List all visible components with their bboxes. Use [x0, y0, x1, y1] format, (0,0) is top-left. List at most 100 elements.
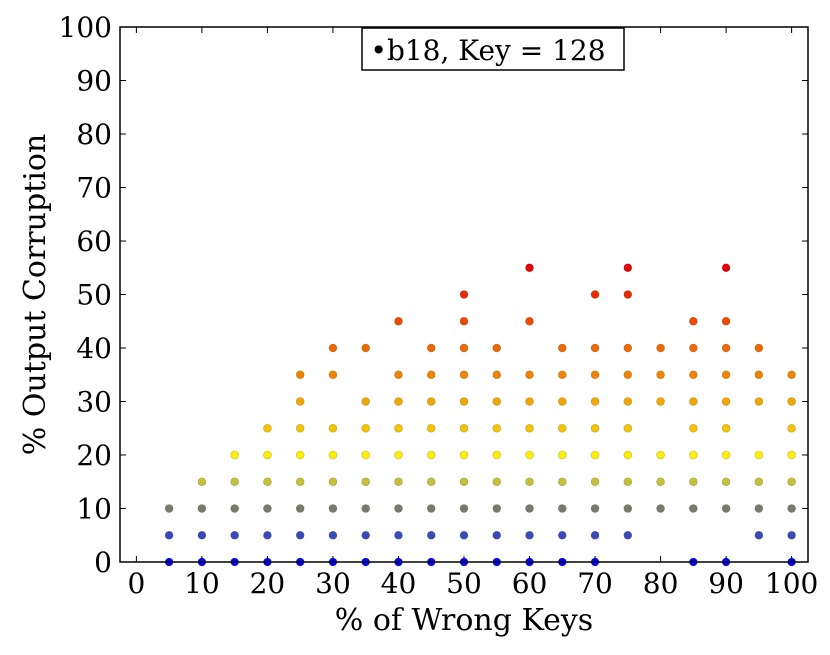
data-point — [263, 530, 272, 540]
data-point — [361, 343, 371, 353]
data-point — [263, 450, 272, 460]
data-point — [754, 477, 764, 487]
data-point — [525, 477, 534, 487]
data-points — [164, 263, 796, 567]
data-point — [623, 290, 633, 299]
data-point — [361, 477, 371, 487]
x-tick-label: 30 — [315, 567, 351, 600]
data-point — [459, 290, 469, 299]
data-point — [328, 370, 338, 380]
data-point — [721, 450, 731, 460]
data-point — [426, 370, 436, 380]
legend: •b18, Key = 128 — [361, 27, 625, 71]
data-point — [721, 343, 731, 353]
data-point — [656, 477, 665, 487]
data-point — [459, 530, 469, 540]
data-point — [787, 423, 796, 433]
data-point — [230, 530, 239, 540]
x-tick-label: 60 — [512, 567, 548, 600]
data-point — [492, 477, 502, 487]
data-point — [787, 504, 796, 513]
x-tick-label: 20 — [250, 567, 286, 600]
data-point — [590, 423, 600, 433]
data-point — [394, 397, 403, 406]
data-point — [394, 450, 403, 460]
data-point — [557, 343, 567, 353]
data-point — [394, 370, 403, 380]
data-point — [689, 504, 698, 513]
data-point — [492, 530, 502, 540]
data-point — [525, 316, 534, 326]
data-point — [197, 530, 207, 540]
data-point — [295, 370, 305, 380]
data-point — [426, 450, 436, 460]
data-point — [721, 397, 731, 406]
data-point — [787, 450, 796, 460]
data-point — [590, 477, 600, 487]
y-tick-label: 30 — [76, 386, 112, 419]
data-point — [557, 423, 567, 433]
data-point — [689, 370, 698, 380]
data-point — [230, 450, 239, 460]
data-point — [361, 504, 371, 513]
legend-entry: b18, Key = 128 — [387, 34, 606, 67]
data-point — [623, 343, 633, 353]
data-point — [590, 370, 600, 380]
data-point — [754, 530, 764, 540]
data-point — [623, 423, 633, 433]
data-point — [656, 397, 665, 406]
data-point — [230, 504, 239, 513]
y-tick-label: 40 — [76, 332, 112, 365]
x-tick-label: 0 — [127, 567, 145, 600]
data-point — [361, 397, 371, 406]
data-point — [557, 530, 567, 540]
x-tick-label: 90 — [708, 567, 744, 600]
data-point — [754, 343, 764, 353]
data-point — [426, 504, 436, 513]
data-point — [361, 530, 371, 540]
data-point — [295, 477, 305, 487]
data-point — [557, 450, 567, 460]
data-point — [656, 370, 665, 380]
legend-marker: • — [370, 34, 387, 67]
data-point — [230, 477, 239, 487]
data-point — [492, 343, 502, 353]
data-point — [426, 477, 436, 487]
data-point — [689, 477, 698, 487]
data-point — [426, 397, 436, 406]
data-point — [459, 504, 469, 513]
data-point — [426, 530, 436, 540]
data-point — [787, 530, 796, 540]
y-tick-label: 70 — [76, 172, 112, 205]
data-point — [754, 370, 764, 380]
data-point — [689, 316, 698, 326]
y-tick-label: 100 — [59, 11, 112, 44]
data-point — [394, 423, 403, 433]
data-point — [590, 397, 600, 406]
data-point — [394, 504, 403, 513]
data-point — [557, 370, 567, 380]
data-point — [525, 397, 534, 406]
y-tick-label: 60 — [76, 225, 112, 258]
y-tick-label: 0 — [94, 546, 112, 579]
data-point — [263, 504, 272, 513]
data-point — [787, 397, 796, 406]
data-point — [328, 504, 338, 513]
data-point — [328, 477, 338, 487]
data-point — [721, 477, 731, 487]
data-point — [295, 450, 305, 460]
data-point — [623, 263, 633, 273]
data-point — [459, 450, 469, 460]
data-point — [459, 370, 469, 380]
x-tick-label: 50 — [446, 567, 482, 600]
x-tick-label: 80 — [643, 567, 679, 600]
data-point — [197, 477, 207, 487]
data-point — [754, 397, 764, 406]
data-point — [328, 450, 338, 460]
legend-label: •b18, Key = 128 — [370, 34, 605, 67]
y-tick-label: 80 — [76, 118, 112, 151]
data-point — [426, 343, 436, 353]
data-point — [394, 316, 403, 326]
data-point — [492, 450, 502, 460]
